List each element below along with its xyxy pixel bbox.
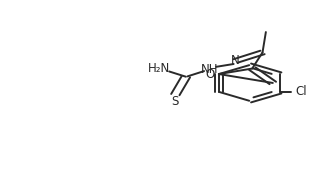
Text: O: O <box>205 68 214 81</box>
Text: Cl: Cl <box>295 85 307 98</box>
Text: S: S <box>172 95 179 108</box>
Text: N: N <box>231 54 240 67</box>
Text: NH: NH <box>201 63 219 76</box>
Text: H₂N: H₂N <box>148 62 170 75</box>
